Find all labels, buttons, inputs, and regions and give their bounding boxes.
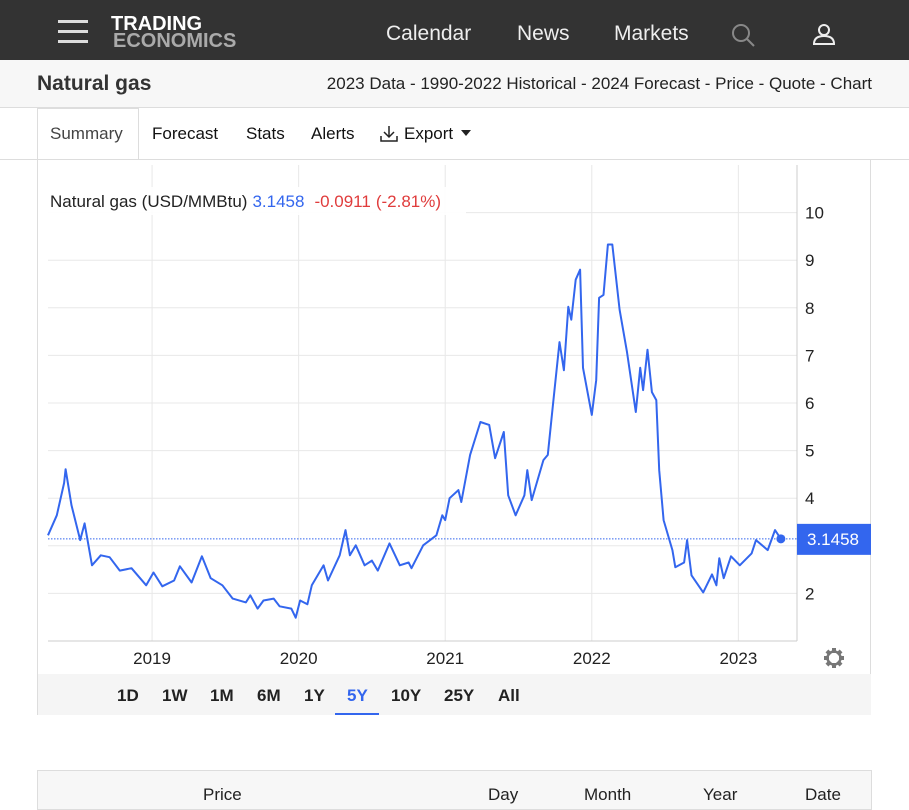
range-button[interactable]: 1M <box>210 686 234 705</box>
y-tick-label: 4 <box>805 489 814 508</box>
legend-price: 3.1458 <box>252 192 304 211</box>
logo-top[interactable]: TRADING <box>111 13 203 35</box>
top-nav: TRADING ECONOMICS Calendar News Markets <box>0 0 909 60</box>
page-title: Natural gas <box>37 72 152 95</box>
tab[interactable]: Stats <box>246 124 285 143</box>
y-tick-label: 9 <box>805 251 814 270</box>
range-bar: 1D 1W 1M 6M 1Y 5Y 10Y 25Y All <box>38 674 871 715</box>
range-button[interactable]: All <box>498 686 520 705</box>
x-tick-label: 2019 <box>133 649 171 668</box>
y-tick-label: 7 <box>805 346 814 365</box>
price-badge <box>797 523 871 555</box>
price-line <box>47 243 782 619</box>
y-tick-label: 10 <box>805 204 824 223</box>
column-header: Month <box>584 785 632 804</box>
nav-link[interactable]: Calendar <box>386 22 472 45</box>
tab-bar: Summary Forecast Stats Alerts Export <box>0 108 909 160</box>
legend: Natural gas (USD/MMBtu) 3.1458 -0.0911 (-2.… <box>50 192 441 211</box>
tab[interactable]: Alerts <box>311 124 355 143</box>
dropdown-caret[interactable] <box>461 130 471 136</box>
y-tick-label: 5 <box>805 442 814 461</box>
column-header: Day <box>488 785 519 804</box>
tab[interactable]: Export <box>404 124 454 143</box>
legend-change: -0.0911 <box>314 192 370 211</box>
logo-bottom[interactable]: ECONOMICS <box>113 30 237 52</box>
range-button[interactable]: 1D <box>117 686 139 705</box>
x-tick-label: 2023 <box>719 649 757 668</box>
y-tick-label: 6 <box>805 394 814 413</box>
chart: 2345678910201920202021202220233.1458Natu… <box>46 165 871 668</box>
column-header: Year <box>703 785 738 804</box>
range-button[interactable]: 1Y <box>304 686 325 705</box>
active-tab-box <box>37 108 139 160</box>
selected-underline <box>335 713 379 715</box>
x-tick-label: 2021 <box>426 649 464 668</box>
nav-link[interactable]: News <box>517 22 570 45</box>
export-icon[interactable] <box>380 125 400 143</box>
column-header: Date <box>805 785 841 804</box>
x-tick-label: 2020 <box>280 649 318 668</box>
menu-icon[interactable] <box>58 20 88 44</box>
last-price-dot <box>776 534 786 544</box>
search-icon[interactable] <box>731 23 757 49</box>
y-tick-label: 2 <box>805 584 814 603</box>
nav-link[interactable]: Markets <box>614 22 689 45</box>
gear-ring <box>826 650 842 666</box>
y-tick-label: 8 <box>805 299 814 318</box>
x-tick-label: 2022 <box>573 649 611 668</box>
legend-change-pct: (-2.81%) <box>376 192 441 211</box>
range-button[interactable]: 25Y <box>444 686 475 705</box>
header-links[interactable]: 2023 Data - 1990-2022 Historical - 2024 … <box>326 74 872 93</box>
price-badge-label: 3.1458 <box>807 530 859 549</box>
tab[interactable]: Summary <box>50 124 123 143</box>
tab[interactable]: Forecast <box>152 124 219 143</box>
range-button[interactable]: 6M <box>257 686 281 705</box>
range-button[interactable]: 10Y <box>391 686 422 705</box>
legend-bg <box>46 187 466 215</box>
range-button[interactable]: 1W <box>162 686 188 705</box>
sub-header: Natural gas 2023 Data - 1990-2022 Histor… <box>0 60 909 108</box>
range-button[interactable]: 5Y <box>347 686 368 705</box>
legend-name: Natural gas (USD/MMBtu) <box>50 192 247 211</box>
table-header: Price Day Month Year Date <box>37 770 872 810</box>
user-icon[interactable] <box>812 23 836 47</box>
column-header: Price <box>203 785 242 804</box>
settings-icon[interactable] <box>824 648 844 668</box>
